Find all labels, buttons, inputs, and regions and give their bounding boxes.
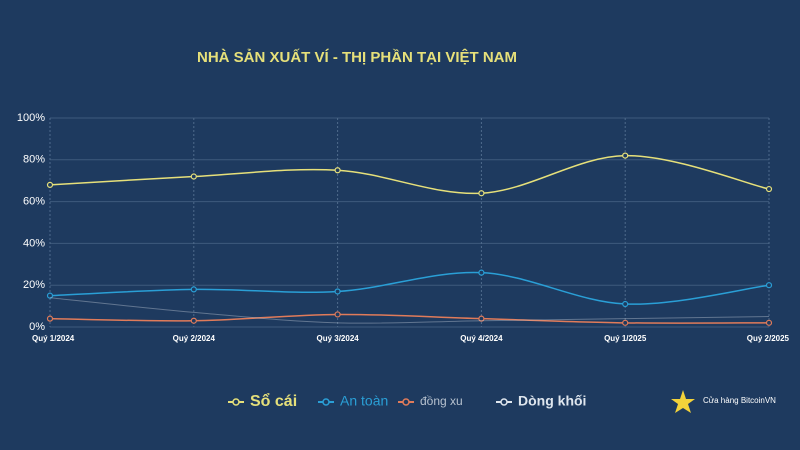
data-point [334,288,341,295]
legend-label: An toàn [340,393,388,409]
legend-item: Dòng khối [496,393,586,409]
watermark: Cửa hàng BitcoinVN [671,390,776,413]
data-point [46,315,54,322]
star-icon [671,390,695,413]
data-point [765,185,773,193]
series-line [49,271,770,305]
y-tick-label: 0% [29,321,45,333]
data-point [46,181,54,188]
data-point [190,173,197,180]
data-point [622,319,629,326]
legend-label: đồng xu [420,394,463,408]
data-point [478,315,485,322]
x-tick-label: Quý 3/2024 [316,334,359,343]
series-line [49,154,770,195]
data-point [190,286,197,293]
data-point [765,282,773,289]
x-tick-label: Quý 4/2024 [460,334,503,343]
data-point [622,300,629,308]
data-point [478,190,485,197]
data-point [46,292,54,299]
x-tick-label: Quý 2/2025 [747,334,790,343]
data-point [334,311,341,318]
y-tick-label: 60% [23,196,45,208]
data-point [478,269,485,276]
y-tick-label: 100% [17,112,45,124]
chart-title: NHÀ SẢN XUẤT VÍ - THỊ PHẦN TẠI VIỆT NAM [197,48,517,66]
legend-marker [500,398,508,406]
watermark-text: Cửa hàng BitcoinVN [703,396,776,405]
x-tick-label: Quý 1/2024 [32,334,75,343]
legend-label: Sổ cái [250,392,297,410]
data-point [765,319,773,326]
legend-item: An toàn [318,393,388,409]
series-line [49,313,770,324]
data-point [622,152,629,159]
y-tick-label: 40% [23,237,45,249]
y-tick-label: 80% [23,154,45,166]
series-line [49,297,770,324]
legend-item: Sổ cái [228,392,297,410]
legend-marker [232,398,240,406]
y-tick-label: 20% [23,279,45,291]
legend-label: Dòng khối [518,393,586,409]
legend-marker [402,398,410,406]
legend-marker [322,398,330,406]
x-tick-label: Quý 1/2025 [604,334,647,343]
data-point [334,167,341,174]
data-point [190,317,197,324]
legend-item: đồng xu [398,394,463,408]
x-tick-label: Quý 2/2024 [173,334,216,343]
